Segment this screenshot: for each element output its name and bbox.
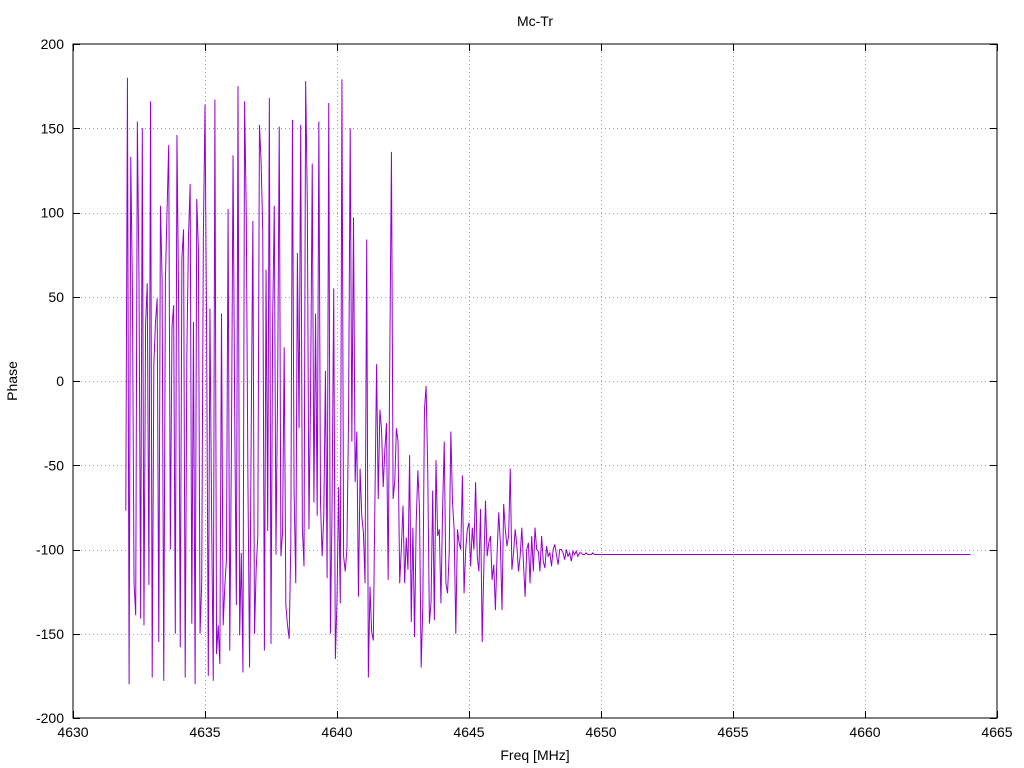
x-tick-label: 4660 xyxy=(849,724,880,740)
x-tick-label: 4635 xyxy=(189,724,220,740)
x-tick-label: 4645 xyxy=(453,724,484,740)
axis-ticks xyxy=(73,44,998,719)
y-tick-label: -150 xyxy=(36,626,64,642)
x-axis-label: Freq [MHz] xyxy=(500,747,569,763)
x-tick-label: 4640 xyxy=(321,724,352,740)
y-tick-label: -50 xyxy=(44,457,64,473)
y-tick-label: 100 xyxy=(41,205,65,221)
y-tick-label: 150 xyxy=(41,120,65,136)
y-tick-labels: -200 -150 -100 -50 0 50 100 150 200 xyxy=(36,36,64,726)
x-tick-label: 4650 xyxy=(585,724,616,740)
y-tick-label: 50 xyxy=(48,289,64,305)
x-tick-labels: 4630 4635 4640 4645 4650 4655 4660 4665 xyxy=(57,724,1012,740)
x-tick-label: 4630 xyxy=(57,724,88,740)
grid-lines xyxy=(73,44,997,718)
plot-frame xyxy=(72,43,998,719)
x-tick-label: 4665 xyxy=(981,724,1012,740)
y-tick-label: -100 xyxy=(36,542,64,558)
series-layer xyxy=(125,77,971,685)
chart-title: Mc-Tr xyxy=(517,13,553,29)
y-tick-label: 200 xyxy=(41,36,65,52)
x-tick-label: 4655 xyxy=(717,724,748,740)
y-tick-label: -200 xyxy=(36,710,64,726)
series-line xyxy=(125,77,971,685)
y-axis-label: Phase xyxy=(4,361,20,401)
y-tick-label: 0 xyxy=(56,373,64,389)
